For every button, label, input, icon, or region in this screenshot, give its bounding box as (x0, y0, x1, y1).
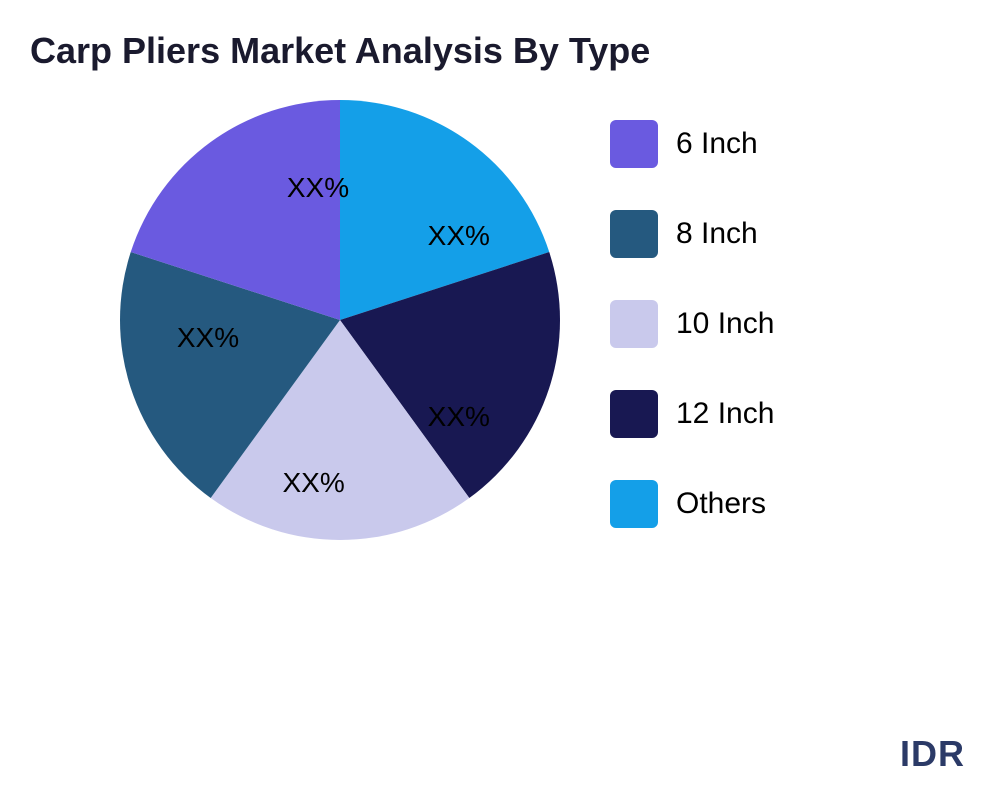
legend-swatch (610, 390, 658, 438)
legend-item-others: Others (610, 480, 774, 528)
legend-item-6-inch: 6 Inch (610, 120, 774, 168)
legend-label: 8 Inch (676, 217, 758, 251)
slice-label-6-inch: XX% (428, 401, 490, 433)
watermark: IDR (900, 733, 965, 775)
legend-label: 10 Inch (676, 307, 774, 341)
chart-title: Carp Pliers Market Analysis By Type (30, 30, 650, 72)
legend-swatch (610, 480, 658, 528)
legend-swatch (610, 210, 658, 258)
legend-label: 6 Inch (676, 127, 758, 161)
legend-swatch (610, 120, 658, 168)
pie-chart-container: XX% XX% XX% XX% XX% (120, 100, 560, 540)
legend-item-8-inch: 8 Inch (610, 210, 774, 258)
slice-label-others: XX% (428, 220, 490, 252)
legend: 6 Inch 8 Inch 10 Inch 12 Inch Others (610, 120, 774, 528)
legend-label: Others (676, 487, 766, 521)
slice-label-8-inch: XX% (282, 467, 344, 499)
legend-label: 12 Inch (676, 397, 774, 431)
legend-item-10-inch: 10 Inch (610, 300, 774, 348)
legend-swatch (610, 300, 658, 348)
slice-label-12-inch: XX% (287, 172, 349, 204)
slice-label-10-inch: XX% (177, 322, 239, 354)
legend-item-12-inch: 12 Inch (610, 390, 774, 438)
